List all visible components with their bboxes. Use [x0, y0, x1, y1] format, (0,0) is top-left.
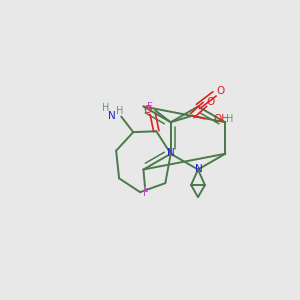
Text: O: O [216, 86, 225, 96]
Text: O: O [143, 105, 152, 115]
Text: F: F [147, 102, 153, 112]
Text: H: H [226, 114, 233, 124]
Text: H: H [102, 103, 109, 113]
Text: F: F [142, 188, 148, 198]
Text: N: N [108, 111, 116, 121]
Text: O: O [207, 97, 215, 107]
Text: N: N [167, 148, 175, 158]
Text: H: H [116, 106, 123, 116]
Text: OH: OH [213, 114, 229, 124]
Text: N: N [195, 164, 203, 174]
